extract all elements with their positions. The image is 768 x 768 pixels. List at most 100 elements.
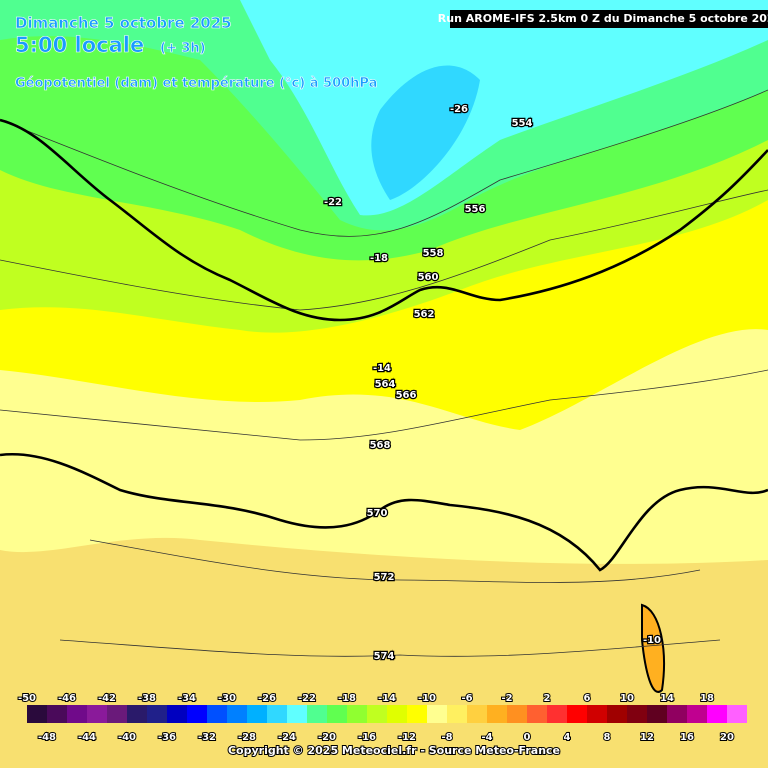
contour-label: -14 (373, 363, 391, 374)
scale-label: -42 (98, 693, 116, 704)
scale-label: -26 (258, 693, 276, 704)
contour (0, 369, 768, 441)
contour-label: 560 (418, 272, 439, 283)
warm-spot (641, 603, 665, 693)
scale-swatch (27, 705, 47, 723)
scale-swatch (287, 705, 307, 723)
scale-swatch (587, 705, 607, 723)
contour-label: 554 (512, 118, 533, 129)
scale-swatch (187, 705, 207, 723)
scale-swatch (267, 705, 287, 723)
contour-label: 566 (396, 390, 417, 401)
scale-label: 6 (584, 693, 591, 704)
scale-label: -4 (481, 732, 492, 743)
scale-label: -38 (138, 693, 156, 704)
date: Dimanche 5 octobre 2025 (15, 14, 232, 32)
scale-label: -20 (318, 732, 336, 743)
scale-swatch (227, 705, 247, 723)
contour-label: 562 (414, 309, 435, 320)
cyan-zone (240, 0, 768, 216)
scale-swatch (207, 705, 227, 723)
contour-label: -26 (450, 104, 468, 115)
contour (0, 89, 768, 237)
contour (0, 189, 768, 311)
scale-label: -36 (158, 732, 176, 743)
scale-label: -2 (501, 693, 512, 704)
scale-swatch (407, 705, 427, 723)
contour-label: -10 (643, 635, 661, 646)
scale-swatch (707, 705, 727, 723)
scale-swatch (487, 705, 507, 723)
time: 5:00 locale (15, 33, 144, 57)
scale-swatch (667, 705, 687, 723)
scale-label: 2 (544, 693, 551, 704)
scale-swatch (167, 705, 187, 723)
scale-swatch (727, 705, 747, 723)
scale-swatch (627, 705, 647, 723)
scale-label: -10 (418, 693, 436, 704)
contour-label: 570 (367, 508, 388, 519)
isohypse (0, 452, 768, 572)
contour-label: 556 (465, 204, 486, 215)
scale-swatch (507, 705, 527, 723)
scale-swatch (327, 705, 347, 723)
scale-swatch (387, 705, 407, 723)
scale-label: -14 (378, 693, 396, 704)
scale-label: 0 (524, 732, 531, 743)
copyright: Copyright © 2025 Meteociel.fr - Source M… (228, 744, 560, 757)
scale-swatch (347, 705, 367, 723)
scale-swatch (247, 705, 267, 723)
scale-swatch (147, 705, 167, 723)
scale-label: 10 (620, 693, 634, 704)
scale-label: -18 (338, 693, 356, 704)
scale-swatch (367, 705, 387, 723)
contour-label: 558 (423, 248, 444, 259)
contour-label: 572 (374, 572, 395, 583)
contour-label: 568 (370, 440, 391, 451)
scale-label: -16 (358, 732, 376, 743)
scale-label: 18 (700, 693, 714, 704)
scale-label: -6 (461, 693, 472, 704)
scale-label: -50 (18, 693, 36, 704)
scale-label: -44 (78, 732, 96, 743)
cold-core (371, 65, 480, 200)
scale-label: -12 (398, 732, 416, 743)
scale-label: -22 (298, 693, 316, 704)
scale-label: -34 (178, 693, 196, 704)
scale-label: -32 (198, 732, 216, 743)
contour (59, 639, 721, 657)
scale-swatch (127, 705, 147, 723)
scale-label: -8 (441, 732, 452, 743)
offset: (+ 3h) (160, 41, 206, 56)
scale-label: 20 (720, 732, 734, 743)
contour-label: 564 (375, 379, 396, 390)
scale-label: -28 (238, 732, 256, 743)
run-info: Run AROME-IFS 2.5km 0 Z du Dimanche 5 oc… (438, 12, 768, 25)
scale-swatch (307, 705, 327, 723)
parameter: Géopotentiel (dam) et température (°c) à… (15, 76, 377, 91)
scale-label: 14 (660, 693, 674, 704)
scale-label: 16 (680, 732, 694, 743)
scale-label: -46 (58, 693, 76, 704)
scale-label: -24 (278, 732, 296, 743)
scale-swatch (467, 705, 487, 723)
scale-label: 4 (564, 732, 571, 743)
scale-swatch (47, 705, 67, 723)
run-box (450, 10, 768, 28)
scale-label: 12 (640, 732, 654, 743)
scale-swatch (447, 705, 467, 723)
scale-swatch (67, 705, 87, 723)
scale-swatch (607, 705, 627, 723)
scale-swatch (567, 705, 587, 723)
scale-swatch (547, 705, 567, 723)
scale-swatch (427, 705, 447, 723)
scale-label: 8 (604, 732, 611, 743)
scale-swatch (107, 705, 127, 723)
contour (89, 539, 701, 583)
contour-label: -22 (324, 197, 342, 208)
contour-label: -18 (370, 253, 388, 264)
isohypse (0, 118, 768, 322)
scale-swatch (687, 705, 707, 723)
scale-swatch (647, 705, 667, 723)
